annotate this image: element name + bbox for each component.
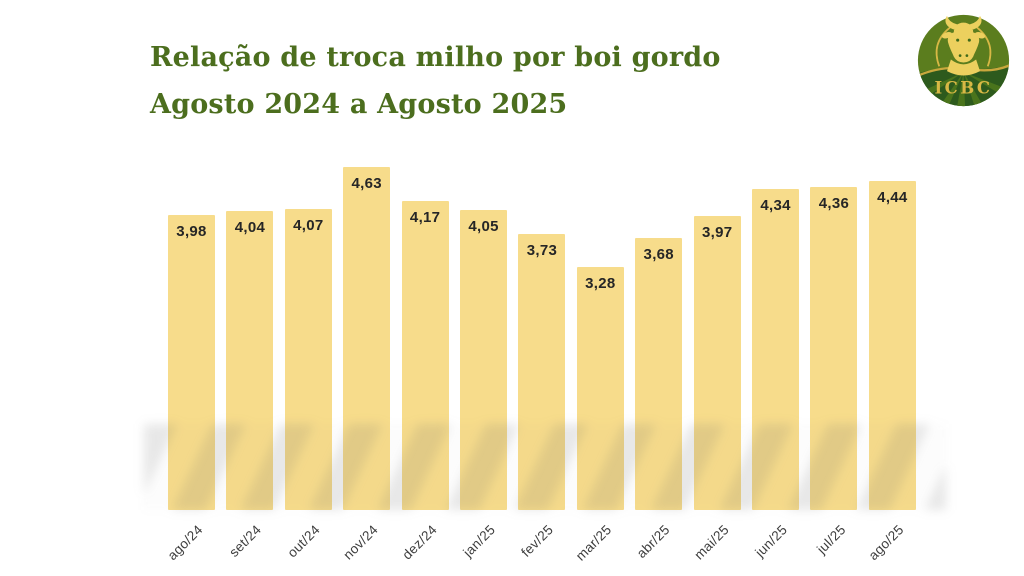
icbc-logo-graphic: ICBC <box>917 14 1010 107</box>
bar-value-label: 3,28 <box>585 275 616 292</box>
bar-jan/25: 4,05 <box>460 210 508 510</box>
bar-ago/24: 3,98 <box>168 215 215 510</box>
bar-set/24: 4,04 <box>226 211 274 510</box>
bar-value-label: 3,73 <box>526 242 558 259</box>
bar-value-label: 4,07 <box>293 217 324 234</box>
bar-ago/25: 4,44 <box>868 181 916 510</box>
x-axis-label: ago/24 <box>164 522 206 564</box>
bar-out/24: 4,07 <box>284 209 332 510</box>
x-axis-label: out/24 <box>284 522 323 561</box>
bar-fev/25: 3,73 <box>518 234 566 510</box>
bar-slot-fev/25: 3,73 fev/25 <box>518 165 566 560</box>
bar-value-label: 4,34 <box>760 197 791 214</box>
bar-slot-mar/25: 3,28 mar/25 <box>573 165 624 564</box>
bar-slot-dez/24: 4,17 dez/24 <box>399 165 449 563</box>
bar-slot-jul/25: 4,36 jul/25 <box>810 165 858 557</box>
bar-value-label: 3,68 <box>643 246 674 263</box>
bar-value-label: 4,04 <box>234 219 266 236</box>
chart-title-line1: Relação de troca milho por boi gordo <box>150 42 721 73</box>
bar-nov/24: 4,63 <box>343 167 391 510</box>
bar-slot-ago/25: 4,44 ago/25 <box>866 165 916 563</box>
chart-title-line2: Agosto 2024 a Agosto 2025 <box>150 89 568 120</box>
x-axis-label: abr/25 <box>634 522 674 561</box>
bar-value-label: 4,63 <box>351 175 382 192</box>
bar-slot-set/24: 4,04 set/24 <box>226 165 274 560</box>
bars-container: 3,98 ago/24 4,04 set/24 4,07 out/24 4,63 nov/24… <box>165 165 916 564</box>
icbc-logo: ICBC <box>915 12 1012 109</box>
x-axis-label: nov/24 <box>340 522 382 563</box>
bar-slot-abr/25: 3,68 abr/25 <box>634 165 683 561</box>
x-axis-label: jul/25 <box>813 522 849 557</box>
x-axis-label: mai/25 <box>690 522 732 563</box>
bar-slot-nov/24: 4,63 nov/24 <box>341 165 391 563</box>
bar-dez/24: 4,17 <box>401 201 449 510</box>
bar-mar/25: 3,28 <box>576 267 624 510</box>
bar-slot-ago/24: 3,98 ago/24 <box>165 165 215 563</box>
bar-jul/25: 4,36 <box>810 187 858 510</box>
chart-title: Relação de troca milho por boi gordo Ago… <box>150 34 721 128</box>
bull-face-details <box>956 38 971 58</box>
logo-text: ICBC <box>935 78 993 97</box>
bar-chart: 3,98 ago/24 4,04 set/24 4,07 out/24 4,63 nov/24… <box>144 158 946 564</box>
bar-abr/25: 3,68 <box>635 238 683 510</box>
x-axis-label: ago/25 <box>865 522 907 564</box>
x-axis-label: jan/25 <box>460 522 498 560</box>
bar-slot-mai/25: 3,97 mai/25 <box>691 165 741 563</box>
x-axis-label: mar/25 <box>573 522 615 564</box>
x-axis-label: dez/24 <box>398 522 440 563</box>
bar-value-label: 4,17 <box>409 209 441 226</box>
bar-slot-jun/25: 4,34 jun/25 <box>752 165 800 560</box>
bar-jun/25: 4,34 <box>752 189 800 510</box>
bar-value-label: 4,44 <box>877 189 908 206</box>
x-axis-label: fev/25 <box>518 522 557 560</box>
x-axis-label: jun/25 <box>752 522 790 560</box>
bar-mai/25: 3,97 <box>693 216 741 510</box>
bar-slot-jan/25: 4,05 jan/25 <box>460 165 508 560</box>
logo-swoosh-icon <box>935 26 992 67</box>
bar-value-label: 3,97 <box>701 224 733 241</box>
bar-slot-out/24: 4,07 out/24 <box>284 165 332 560</box>
x-axis-label: set/24 <box>226 522 265 560</box>
bar-value-label: 3,98 <box>176 223 207 240</box>
bull-icon <box>941 15 986 76</box>
bar-value-label: 4,36 <box>818 195 850 212</box>
bar-value-label: 4,05 <box>468 218 499 235</box>
